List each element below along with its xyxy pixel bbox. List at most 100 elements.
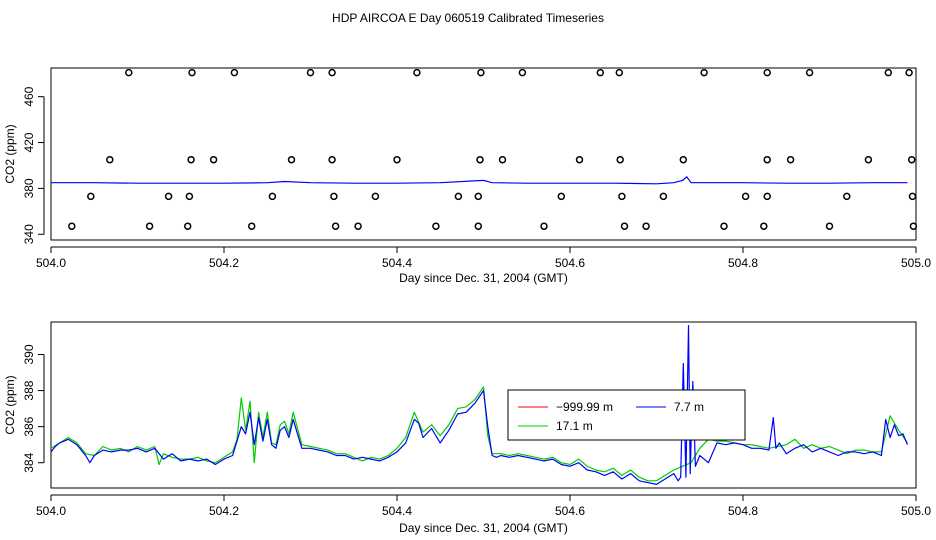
series-line-green: [50, 386, 908, 482]
outlier-point: [763, 155, 771, 164]
legend: −999.99 m 7.7 m 17.1 m: [507, 389, 746, 441]
bottom-y-axis-label: CO2 (ppm): [3, 375, 17, 434]
outlier-point: [905, 68, 913, 77]
bottom-panel: 504.0 504.2 504.4 504.6 504.8 505.0 384 386 388…: [3, 321, 931, 535]
outlier-point: [518, 68, 527, 77]
legend-label-blue: 7.7 m: [674, 400, 704, 414]
outlier-point: [700, 68, 708, 77]
bottom-x-tick-label: 504.8: [728, 504, 758, 518]
legend-label-green: 17.1 m: [556, 419, 593, 433]
outlier-point: [679, 155, 688, 164]
top-y-tick-label: 340: [22, 224, 36, 244]
top-panel: 504.0 504.2 504.4 504.6 504.8 505.0 340 380 420…: [3, 67, 931, 285]
top-x-axis: 504.0 504.2 504.4 504.6 504.8 505.0: [36, 246, 931, 270]
outlier-point: [741, 192, 750, 201]
outlier-point: [620, 222, 629, 230]
outlier-point: [68, 222, 76, 230]
outlier-point: [328, 68, 336, 77]
outlier-point: [659, 192, 668, 201]
bottom-x-tick-label: 504.0: [36, 504, 66, 518]
outlier-point: [760, 222, 768, 230]
bottom-x-tick-label: 505.0: [901, 504, 931, 518]
outlier-point: [330, 192, 338, 201]
outlier-point: [763, 192, 771, 201]
top-x-tick-label: 504.2: [209, 256, 239, 270]
outlier-point: [907, 155, 916, 164]
outlier-point: [763, 68, 771, 77]
outlier-point: [454, 192, 463, 201]
outlier-point: [476, 155, 484, 164]
outlier-point: [477, 68, 485, 77]
outlier-point: [185, 192, 194, 201]
outlier-point: [474, 192, 483, 201]
outlier-point: [720, 222, 728, 230]
outlier-point: [786, 155, 795, 164]
outlier-point: [209, 155, 218, 164]
top-x-tick-label: 505.0: [901, 256, 931, 270]
top-plot-frame: [50, 67, 917, 241]
outlier-point: [125, 68, 133, 77]
outlier-point: [540, 222, 548, 230]
outlier-point: [642, 222, 650, 230]
outlier-point: [188, 68, 196, 77]
outlier-point: [805, 68, 814, 77]
top-outlier-markers: [68, 68, 918, 230]
outlier-point: [328, 155, 336, 164]
top-baseline-series: [51, 176, 908, 185]
top-y-tick-label: 380: [22, 178, 36, 198]
top-y-axis-label: CO2 (ppm): [3, 124, 17, 183]
outlier-point: [884, 68, 893, 77]
outlier-point: [413, 68, 421, 77]
bottom-y-tick-label: 384: [22, 452, 36, 472]
outlier-point: [474, 222, 483, 230]
bottom-x-tick-label: 504.2: [209, 504, 239, 518]
outlier-point: [825, 222, 834, 230]
outlier-point: [247, 222, 256, 230]
bottom-y-tick-label: 386: [22, 416, 36, 436]
series-line-blue: [50, 325, 908, 485]
bottom-x-axis-label: Day since Dec. 31, 2004 (GMT): [399, 521, 568, 535]
outlier-point: [331, 222, 340, 230]
outlier-point: [909, 222, 918, 230]
outlier-point: [287, 155, 296, 164]
outlier-point: [145, 222, 154, 230]
top-y-tick-label: 420: [22, 132, 36, 152]
outlier-point: [843, 192, 851, 201]
top-x-tick-label: 504.0: [36, 256, 66, 270]
figure-title: HDP AIRCOA E Day 060519 Calibrated Times…: [332, 11, 604, 25]
outlier-point: [306, 68, 315, 77]
outlier-point: [106, 155, 114, 164]
top-x-tick-label: 504.4: [382, 256, 412, 270]
outlier-point: [864, 155, 873, 164]
outlier-point: [616, 155, 624, 164]
outlier-point: [183, 222, 192, 230]
legend-label-red: −999.99 m: [556, 400, 613, 414]
outlier-point: [498, 155, 507, 164]
outlier-point: [618, 192, 626, 201]
outlier-point: [596, 68, 605, 77]
top-x-tick-label: 504.6: [555, 256, 585, 270]
top-x-axis-label: Day since Dec. 31, 2004 (GMT): [399, 271, 568, 285]
bottom-plot-frame: [50, 321, 917, 489]
outlier-point: [557, 192, 566, 201]
bottom-series-group: [50, 325, 908, 485]
outlier-point: [187, 155, 195, 164]
top-series-line: [51, 176, 908, 185]
outlier-point: [393, 155, 401, 164]
top-y-tick-label: 460: [22, 86, 36, 106]
top-y-axis: 340 380 420 460: [22, 86, 45, 244]
outlier-point: [164, 192, 173, 201]
outlier-point: [575, 155, 584, 164]
outlier-point: [371, 192, 380, 201]
bottom-x-tick-label: 504.6: [555, 504, 585, 518]
outlier-point: [908, 192, 917, 201]
bottom-y-tick-label: 388: [22, 380, 36, 400]
outlier-point: [432, 222, 440, 230]
bottom-y-tick-label: 390: [22, 344, 36, 364]
outlier-point: [87, 192, 95, 201]
bottom-x-tick-label: 504.4: [382, 504, 412, 518]
outlier-point: [230, 68, 239, 77]
outlier-point: [268, 192, 277, 201]
bottom-x-axis: 504.0 504.2 504.4 504.6 504.8 505.0: [36, 494, 931, 518]
